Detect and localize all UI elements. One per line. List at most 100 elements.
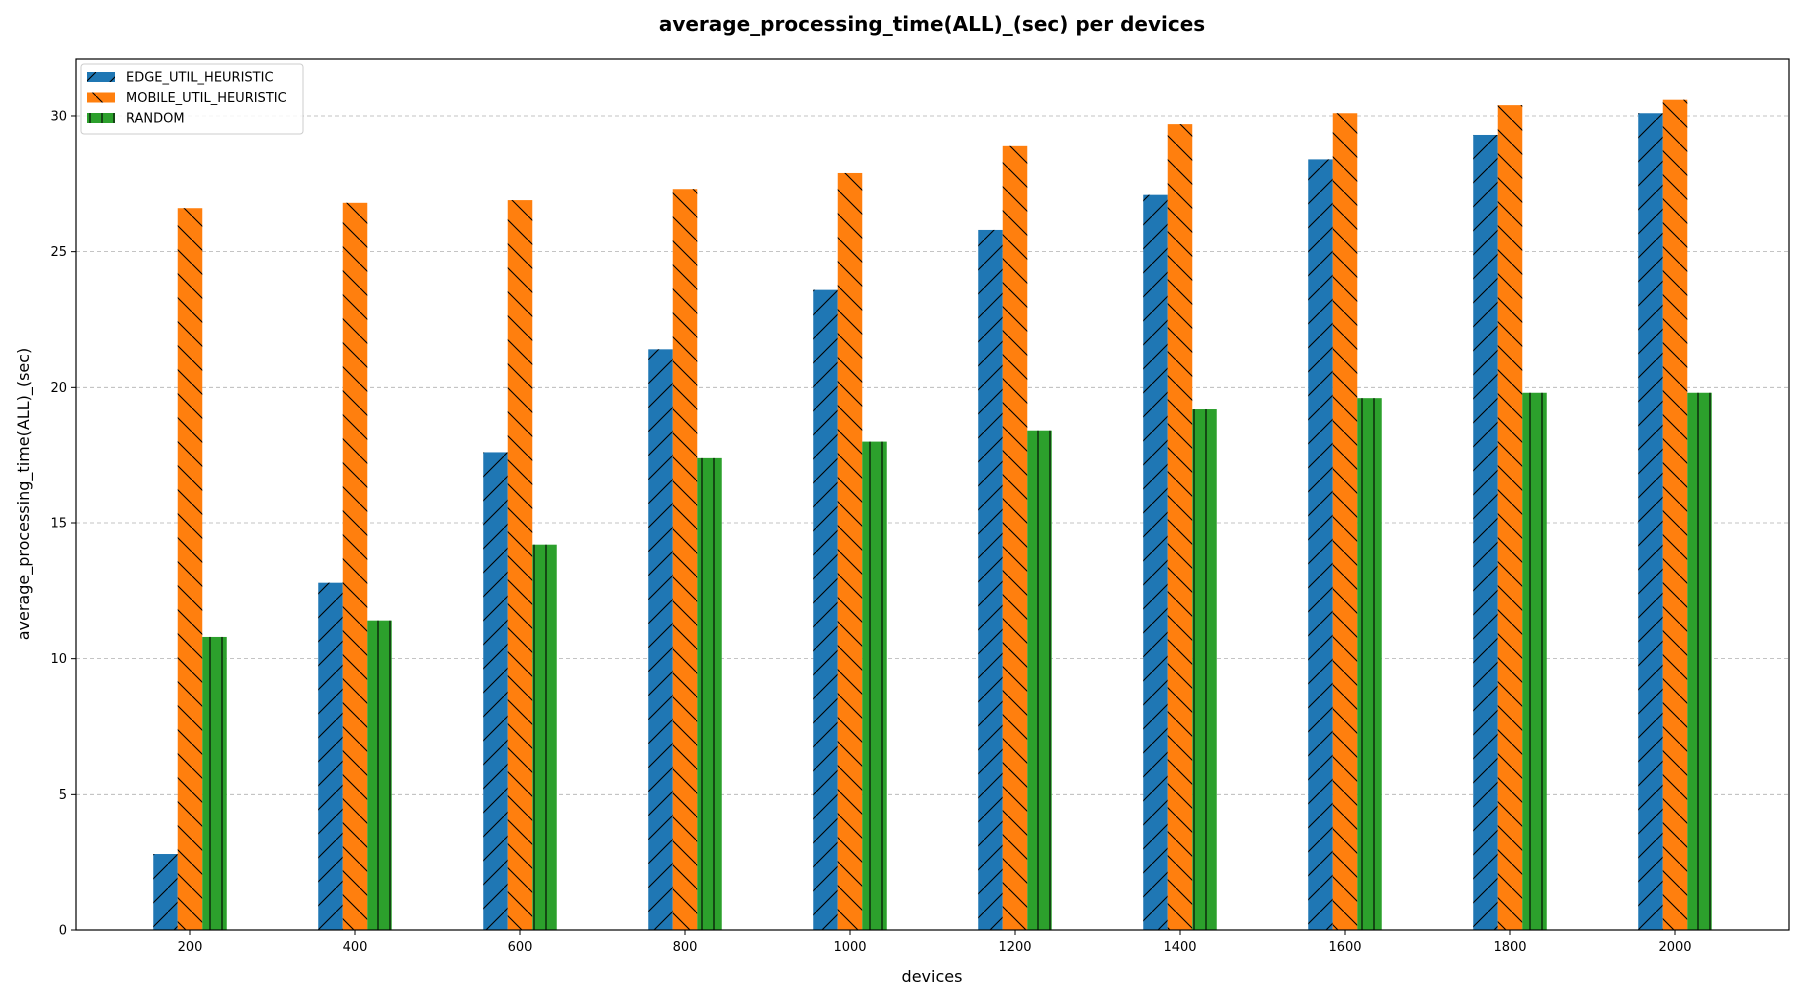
- y-tick-label-0: 0: [59, 924, 67, 939]
- bar-mobile-util-heuristic-800: [672, 189, 698, 931]
- bar-edge-util-heuristic-600: [483, 452, 508, 930]
- bar-hatch: [318, 582, 343, 930]
- series-edge-util-heuristic: [153, 113, 1663, 931]
- bar-hatch: [813, 289, 838, 930]
- bar-hatch: [342, 202, 368, 931]
- bar-edge-util-heuristic-1000: [813, 289, 838, 930]
- bar-hatch: [672, 189, 698, 931]
- x-tick-label-1400: 1400: [1163, 940, 1196, 955]
- y-tick-label-10: 10: [50, 652, 67, 667]
- bar-edge-util-heuristic-800: [648, 349, 673, 930]
- legend-item-random: RANDOM: [87, 112, 185, 127]
- bar-hatch: [1497, 105, 1523, 930]
- bar-random-1400: [1192, 409, 1217, 930]
- bar-edge-util-heuristic-2000: [1638, 113, 1663, 930]
- bar-hatch: [978, 229, 1003, 931]
- x-tick-label-1200: 1200: [998, 940, 1031, 955]
- bar-hatch: [1192, 409, 1217, 930]
- series-random: [202, 392, 1712, 931]
- bar-hatch: [697, 457, 722, 930]
- bar-hatch: [1027, 430, 1052, 930]
- bar-hatch: [1332, 113, 1358, 930]
- legend-label: EDGE_UTIL_HEURISTIC: [126, 71, 274, 86]
- bar-edge-util-heuristic-400: [318, 582, 343, 930]
- bars: [153, 99, 1712, 931]
- bar-random-200: [202, 636, 227, 930]
- y-axis-ticks: 0 5 10 15 20 25 30: [50, 109, 76, 939]
- y-tick-label-25: 25: [50, 245, 67, 260]
- y-tick-label-15: 15: [50, 516, 67, 531]
- bar-hatch: [483, 452, 508, 930]
- bar-hatch: [367, 620, 392, 930]
- y-tick-label-30: 30: [50, 109, 67, 124]
- x-axis-label: devices: [902, 967, 963, 986]
- bar-hatch: [1522, 392, 1547, 930]
- x-tick-label-400: 400: [343, 940, 368, 955]
- bar-hatch: [153, 854, 178, 930]
- bar-random-1000: [862, 441, 887, 930]
- bar-hatch: [177, 208, 203, 930]
- x-tick-label-1000: 1000: [833, 940, 866, 955]
- bar-hatch: [1308, 159, 1333, 931]
- series-mobile-util-heuristic: [177, 99, 1688, 931]
- legend-swatch-hatch: [87, 92, 115, 103]
- bar-mobile-util-heuristic-600: [507, 200, 533, 931]
- x-tick-label-1600: 1600: [1328, 940, 1361, 955]
- bar-hatch: [202, 636, 227, 930]
- legend-item-mobile-util-heuristic: MOBILE_UTIL_HEURISTIC: [87, 91, 287, 106]
- gridlines: [76, 115, 1789, 795]
- legend-swatch-hatch: [87, 113, 115, 123]
- legend-label: RANDOM: [126, 112, 185, 127]
- legend-label: MOBILE_UTIL_HEURISTIC: [126, 91, 287, 106]
- bar-mobile-util-heuristic-400: [342, 202, 368, 931]
- bar-mobile-util-heuristic-1200: [1002, 145, 1028, 930]
- bar-hatch: [507, 200, 533, 931]
- bar-mobile-util-heuristic-1600: [1332, 113, 1358, 930]
- bar-edge-util-heuristic-1400: [1143, 194, 1168, 930]
- legend-item-edge-util-heuristic: EDGE_UTIL_HEURISTIC: [87, 71, 274, 86]
- bar-hatch: [532, 544, 557, 930]
- bar-mobile-util-heuristic-1800: [1497, 105, 1523, 930]
- y-tick-label-20: 20: [50, 381, 67, 396]
- bar-mobile-util-heuristic-200: [177, 208, 203, 930]
- bar-hatch: [837, 172, 863, 930]
- bar-hatch: [1473, 134, 1498, 930]
- bar-random-600: [532, 544, 557, 930]
- bar-edge-util-heuristic-200: [153, 854, 178, 930]
- bar-random-1600: [1357, 398, 1382, 931]
- chart-title: average_processing_time(ALL)_(sec) per d…: [659, 12, 1205, 36]
- bar-hatch: [1357, 398, 1382, 931]
- bar-hatch: [1638, 113, 1663, 930]
- bar-edge-util-heuristic-1600: [1308, 159, 1333, 931]
- bar-hatch: [648, 349, 673, 930]
- x-tick-label-200: 200: [178, 940, 203, 955]
- bar-hatch: [862, 441, 887, 930]
- bar-hatch: [1167, 124, 1193, 930]
- bar-random-2000: [1687, 392, 1712, 930]
- x-axis-ticks: 200 400 600 800 1000 1200 1400 1600 1800 2000: [178, 930, 1692, 955]
- bar-hatch: [1002, 145, 1028, 930]
- plot-frame: [75, 58, 1790, 931]
- bar-random-800: [697, 457, 722, 930]
- bar-edge-util-heuristic-1800: [1473, 134, 1498, 930]
- legend-box: [80, 63, 304, 135]
- x-tick-label-600: 600: [508, 940, 533, 955]
- bar-hatch: [1687, 392, 1712, 930]
- bar-random-1200: [1027, 430, 1052, 930]
- bar-random-400: [367, 620, 392, 930]
- bar-mobile-util-heuristic-2000: [1662, 99, 1688, 931]
- x-tick-label-1800: 1800: [1493, 940, 1526, 955]
- bar-hatch: [1662, 99, 1688, 931]
- bar-edge-util-heuristic-1200: [978, 229, 1003, 931]
- legend: EDGE_UTIL_HEURISTIC MOBILE_UTIL_HEURISTIC…: [80, 63, 304, 135]
- x-tick-label-2000: 2000: [1658, 940, 1691, 955]
- bar-hatch: [1143, 194, 1168, 930]
- bar-mobile-util-heuristic-1400: [1167, 124, 1193, 930]
- legend-swatch-hatch: [87, 72, 115, 82]
- x-tick-label-800: 800: [673, 940, 698, 955]
- y-tick-label-5: 5: [59, 788, 67, 803]
- bar-mobile-util-heuristic-1000: [837, 172, 863, 930]
- y-axis-label: average_processing_time(ALL)_(sec): [14, 348, 34, 641]
